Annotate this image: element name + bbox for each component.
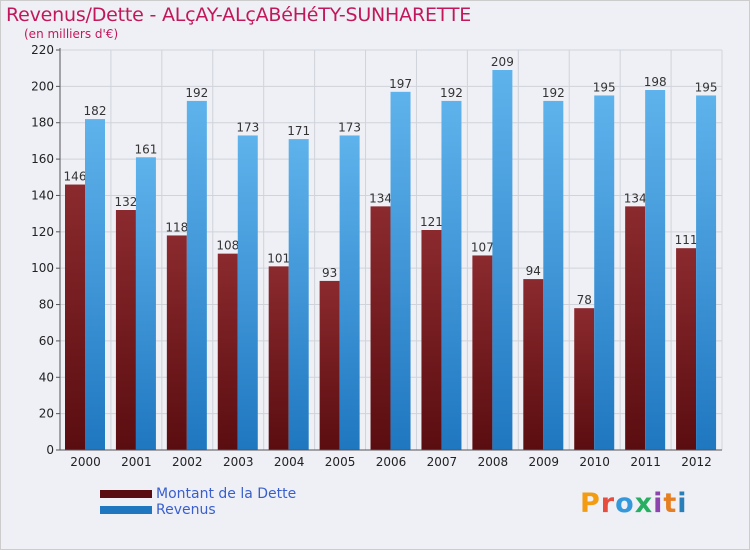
logo-letter: t xyxy=(663,488,678,519)
y-tick-label: 120 xyxy=(31,225,54,239)
bar-dette xyxy=(319,280,340,450)
data-label-dette: 121 xyxy=(420,215,443,229)
logo-letter: o xyxy=(615,488,635,519)
y-tick-label: 180 xyxy=(31,116,54,130)
bars: 146 182 132 161 118 192 108 173 101 171 93 173 134 19… xyxy=(64,55,718,451)
data-label-dette: 118 xyxy=(165,220,188,234)
bar-revenus xyxy=(696,95,717,451)
bar-revenus xyxy=(339,135,360,451)
data-label-dette: 134 xyxy=(369,191,392,205)
data-label-revenus: 197 xyxy=(389,77,412,91)
bar-dette xyxy=(115,210,136,450)
chart-title: Revenus/Dette - ALçAY-ALçABéHéTY-SUNHARE… xyxy=(6,4,472,26)
bar-revenus xyxy=(237,135,258,451)
data-label-revenus: 182 xyxy=(84,104,107,118)
legend-label-revenus: Revenus xyxy=(156,502,216,518)
data-label-dette: 93 xyxy=(322,266,337,280)
bar-revenus xyxy=(543,100,564,450)
bar-revenus xyxy=(135,157,156,451)
logo-letter: x xyxy=(634,488,654,519)
chart-subtitle: (en milliers d'€) xyxy=(24,27,119,41)
data-label-revenus: 173 xyxy=(338,120,361,134)
bar-dette xyxy=(421,230,442,450)
y-tick-label: 80 xyxy=(39,298,54,312)
bar-dette xyxy=(523,279,544,450)
data-label-dette: 78 xyxy=(577,293,592,307)
data-label-revenus: 192 xyxy=(440,86,463,100)
data-label-dette: 107 xyxy=(471,240,494,254)
x-tick-label: 2001 xyxy=(121,455,152,469)
data-label-dette: 111 xyxy=(675,233,698,247)
x-tick-label: 2009 xyxy=(528,455,559,469)
bar-dette xyxy=(370,206,391,450)
legend-item-dette: Montant de la Dette xyxy=(100,486,296,502)
y-tick-label: 160 xyxy=(31,152,54,166)
bar-revenus xyxy=(645,90,666,450)
legend-swatch-dette xyxy=(100,490,152,498)
bar-revenus xyxy=(186,100,207,450)
bar-dette xyxy=(268,266,289,450)
axes: 0 20 40 60 80 100 120 140 160 180 200 220 2000 2001 20… xyxy=(31,43,722,469)
data-label-revenus: 195 xyxy=(695,80,718,94)
data-label-dette: 108 xyxy=(216,239,239,253)
data-label-revenus: 209 xyxy=(491,55,514,69)
data-label-revenus: 173 xyxy=(236,120,259,134)
data-label-revenus: 192 xyxy=(542,86,565,100)
legend: Montant de la Dette Revenus xyxy=(100,486,296,518)
legend-label-dette: Montant de la Dette xyxy=(156,486,297,502)
data-label-revenus: 161 xyxy=(134,142,157,156)
bar-revenus xyxy=(441,100,462,450)
y-tick-label: 60 xyxy=(39,334,54,348)
data-label-dette: 132 xyxy=(114,195,137,209)
x-tick-label: 2004 xyxy=(274,455,305,469)
x-tick-label: 2003 xyxy=(223,455,254,469)
x-tick-label: 2012 xyxy=(681,455,712,469)
y-tick-label: 0 xyxy=(46,443,54,457)
bar-revenus xyxy=(492,70,513,450)
data-label-revenus: 171 xyxy=(287,124,310,138)
y-tick-label: 40 xyxy=(39,370,54,384)
bar-revenus xyxy=(594,95,615,451)
x-tick-label: 2000 xyxy=(70,455,101,469)
bar-revenus xyxy=(85,119,105,450)
y-tick-label: 140 xyxy=(31,188,54,202)
bar-dette xyxy=(217,253,238,450)
bar-dette xyxy=(625,206,646,450)
x-tick-label: 2005 xyxy=(325,455,356,469)
data-label-revenus: 198 xyxy=(644,75,667,89)
y-tick-label: 220 xyxy=(31,43,54,57)
logo-letter: P xyxy=(580,488,601,519)
y-tick-label: 20 xyxy=(39,407,54,421)
logo-letter: r xyxy=(600,488,616,519)
x-tick-label: 2011 xyxy=(630,455,661,469)
data-label-revenus: 192 xyxy=(185,86,208,100)
bar-dette xyxy=(166,235,187,450)
x-tick-label: 2008 xyxy=(478,455,509,469)
logo-letter: i xyxy=(653,488,664,519)
x-tick-label: 2007 xyxy=(427,455,458,469)
bar-dette xyxy=(472,255,493,450)
x-tick-label: 2006 xyxy=(376,455,407,469)
bar-dette xyxy=(676,248,697,450)
bar-dette xyxy=(574,308,595,450)
x-tick-label: 2002 xyxy=(172,455,203,469)
proxiti-logo: Proxiti xyxy=(580,488,688,519)
bar-revenus xyxy=(288,139,309,450)
x-tick-label: 2010 xyxy=(579,455,610,469)
data-label-dette: 94 xyxy=(526,264,541,278)
logo-letter: i xyxy=(677,488,688,519)
data-label-dette: 101 xyxy=(267,251,290,265)
y-tick-label: 100 xyxy=(31,261,54,275)
data-label-dette: 146 xyxy=(64,170,87,184)
legend-swatch-revenus xyxy=(100,506,152,514)
bar-dette xyxy=(65,184,85,450)
data-label-dette: 134 xyxy=(624,191,647,205)
data-label-revenus: 195 xyxy=(593,80,616,94)
y-tick-label: 200 xyxy=(31,79,54,93)
legend-item-revenus: Revenus xyxy=(100,502,296,518)
bar-revenus xyxy=(390,91,411,451)
